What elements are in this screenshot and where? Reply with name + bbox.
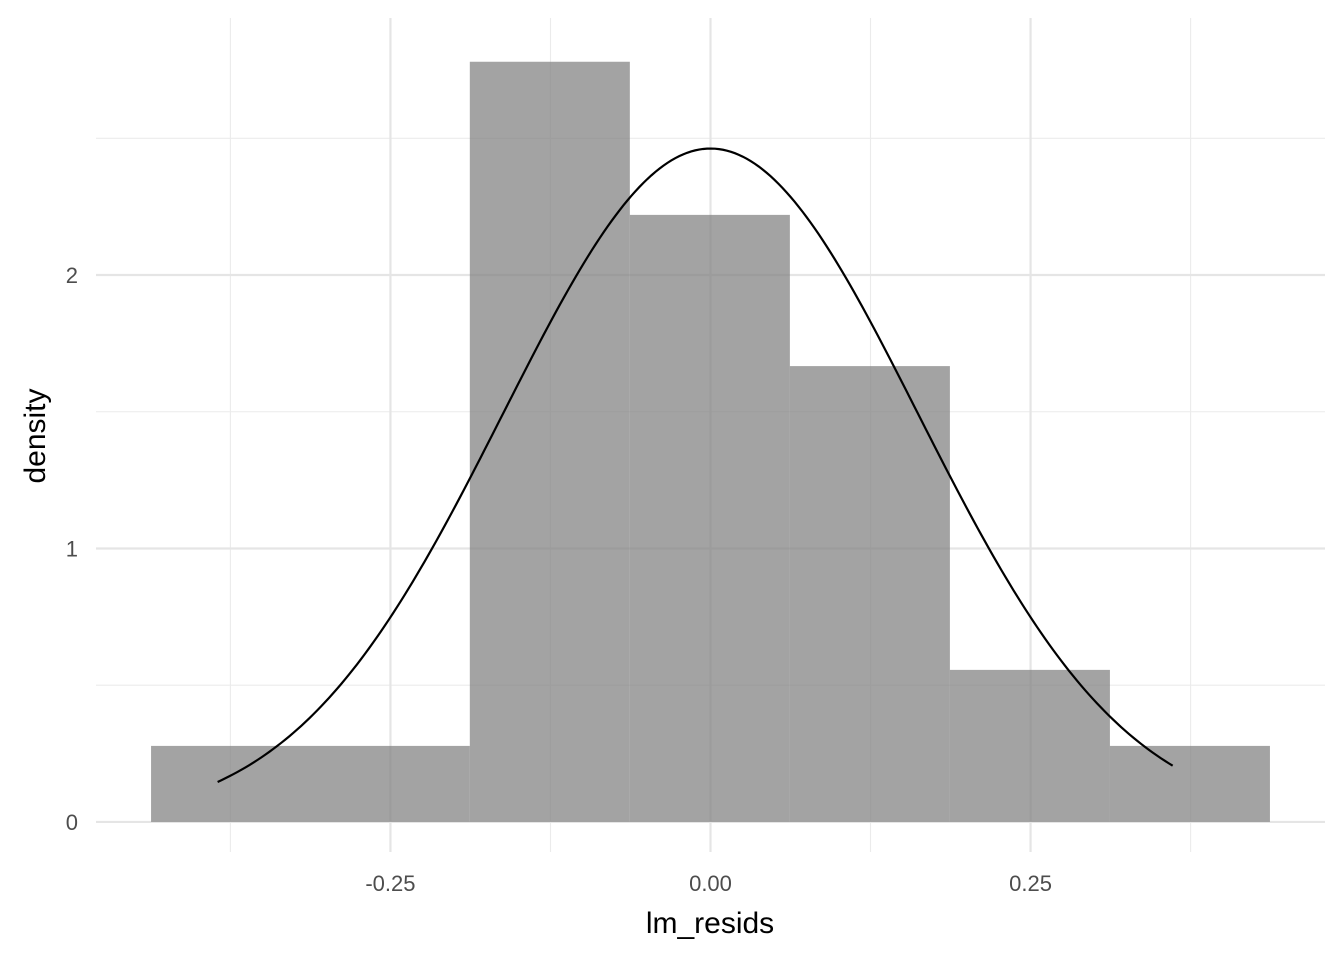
histogram-bar-6 <box>1109 745 1270 822</box>
x-axis-title: lm_resids <box>646 907 774 940</box>
histogram-bar-5 <box>949 669 1110 822</box>
x-tick-label: 0.00 <box>689 871 732 896</box>
histogram-bar-4 <box>789 366 950 822</box>
histogram-bars <box>151 61 1270 822</box>
y-tick-label: 0 <box>66 810 78 835</box>
histogram-bar-3 <box>629 214 790 822</box>
histogram-bar-2 <box>469 61 630 822</box>
y-tick-label: 1 <box>66 536 78 561</box>
histogram-bar-1 <box>151 745 470 822</box>
x-axis-tick-labels: -0.25 0.00 0.25 <box>365 871 1052 896</box>
x-tick-label: -0.25 <box>365 871 415 896</box>
y-tick-label: 2 <box>66 263 78 288</box>
y-axis-title: density <box>19 388 52 483</box>
x-tick-label: 0.25 <box>1009 871 1052 896</box>
normal-density-curve <box>217 147 1174 783</box>
density-curve-layer <box>217 147 1174 783</box>
y-axis-tick-labels: 0 1 2 <box>66 263 78 835</box>
